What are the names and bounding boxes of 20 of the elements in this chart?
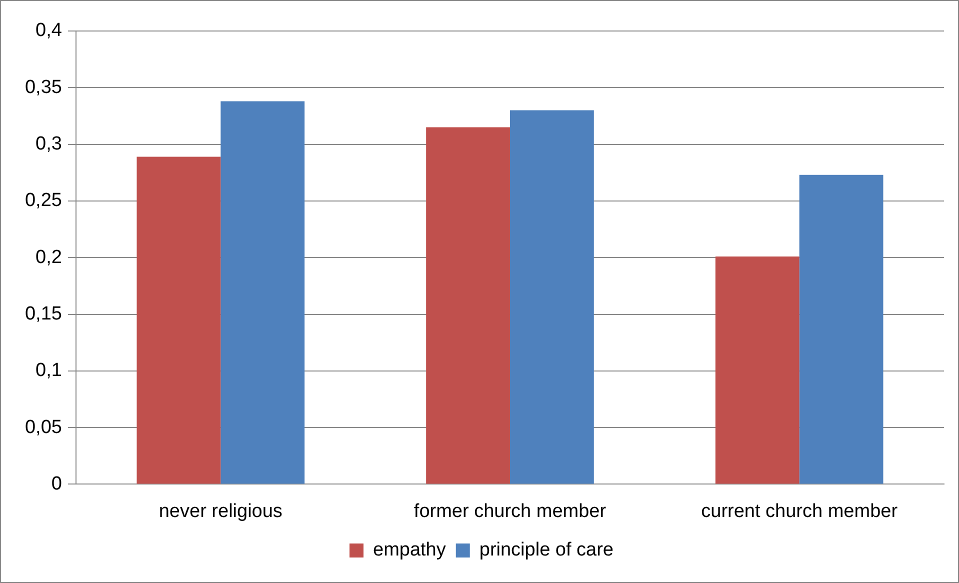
bar (136, 156, 221, 484)
y-tick-label: 0,35 (24, 76, 62, 98)
bar (426, 127, 510, 484)
y-tick-label: 0,05 (24, 416, 62, 438)
bar (220, 101, 305, 484)
y-tick-label: 0,4 (36, 20, 62, 42)
legend-label: empathy (373, 540, 446, 561)
y-tick-label: 0,2 (36, 246, 62, 268)
y-tick-label: 0 (51, 473, 62, 494)
legend-label: principle of care (479, 540, 614, 561)
bar (510, 110, 594, 484)
y-tick-label: 0,3 (36, 134, 62, 155)
x-tick-label: never religious (158, 500, 282, 522)
bar (799, 174, 884, 484)
y-tick-label: 0,15 (24, 303, 62, 324)
y-tick-label: 0,1 (36, 360, 62, 382)
x-tick-label: current church member (701, 500, 898, 522)
y-tick-label: 0,25 (24, 190, 62, 212)
bar (715, 256, 800, 484)
x-tick-label: former church member (414, 500, 607, 522)
